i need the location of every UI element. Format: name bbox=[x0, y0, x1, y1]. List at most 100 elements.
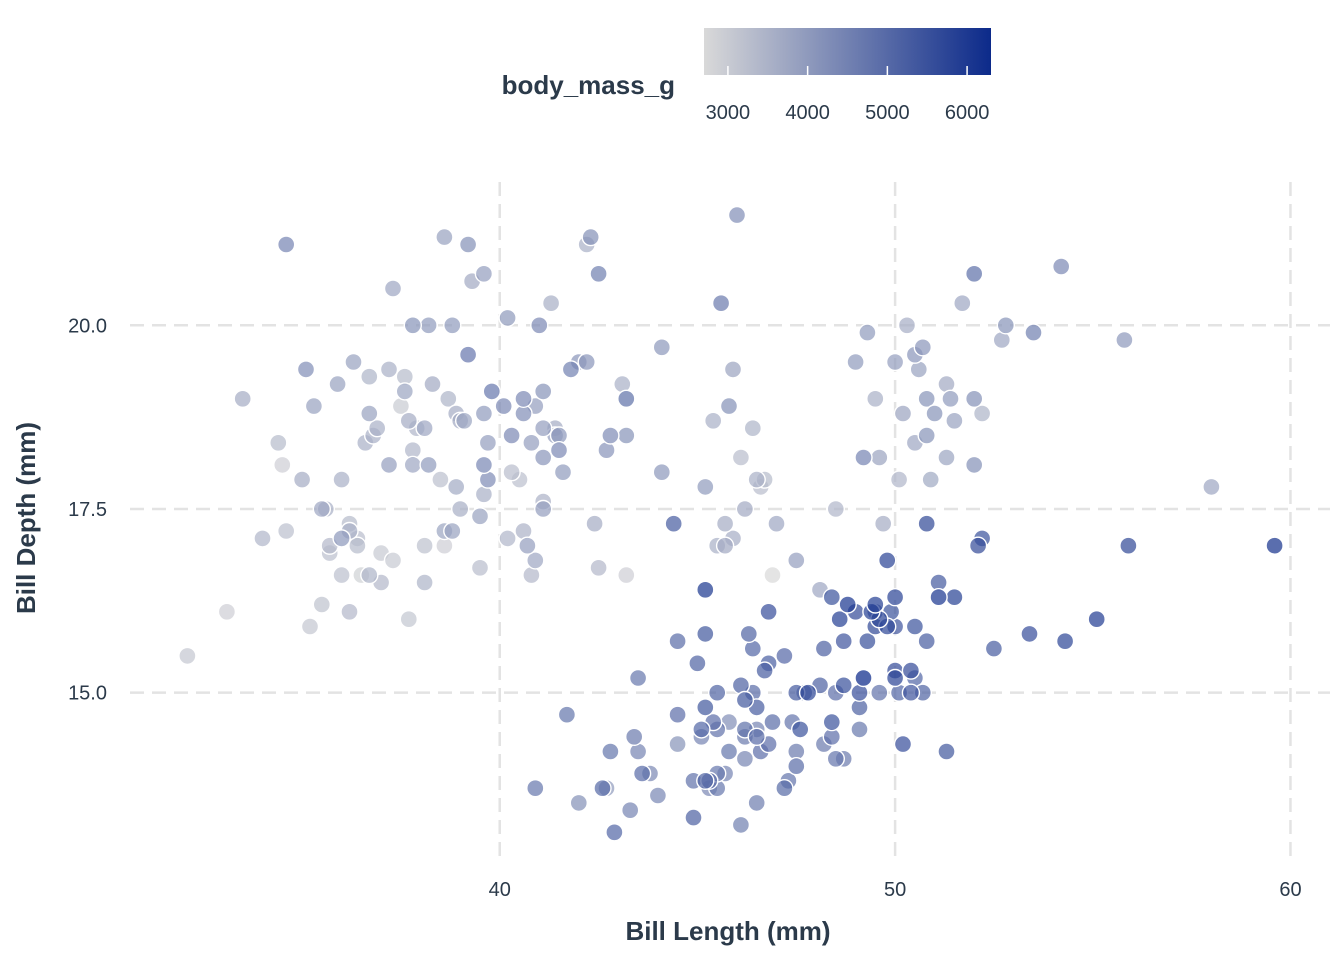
data-point bbox=[419, 316, 438, 335]
data-point bbox=[498, 308, 517, 328]
data-point bbox=[502, 463, 521, 482]
data-point bbox=[834, 676, 853, 695]
data-point bbox=[723, 360, 743, 379]
data-point bbox=[878, 551, 897, 570]
data-point bbox=[945, 588, 964, 607]
data-point bbox=[439, 389, 458, 408]
data-point bbox=[708, 683, 727, 702]
data-point bbox=[233, 389, 252, 408]
data-point bbox=[791, 720, 810, 739]
data-point bbox=[561, 360, 581, 379]
data-point bbox=[395, 382, 414, 401]
data-point bbox=[332, 470, 351, 489]
data-point bbox=[340, 602, 359, 621]
data-point bbox=[735, 499, 755, 519]
data-point bbox=[696, 771, 715, 790]
data-point bbox=[731, 448, 751, 467]
data-point bbox=[360, 565, 379, 585]
data-point bbox=[684, 808, 703, 827]
data-point bbox=[735, 690, 755, 710]
data-point bbox=[747, 793, 766, 813]
data-point bbox=[972, 404, 992, 423]
data-point bbox=[494, 396, 513, 416]
data-point bbox=[605, 823, 624, 842]
data-point bbox=[727, 205, 747, 225]
data-point bbox=[913, 338, 932, 357]
data-point bbox=[965, 389, 984, 408]
data-point bbox=[447, 477, 466, 497]
data-point bbox=[296, 360, 316, 379]
data-point bbox=[458, 235, 478, 254]
data-point bbox=[925, 404, 944, 423]
data-point bbox=[482, 382, 501, 401]
data-point bbox=[617, 389, 636, 408]
data-point bbox=[312, 499, 331, 519]
data-point bbox=[917, 389, 936, 408]
data-point bbox=[715, 514, 735, 533]
data-point bbox=[834, 632, 853, 651]
data-point bbox=[312, 595, 331, 614]
data-point bbox=[838, 595, 857, 614]
data-point bbox=[767, 514, 786, 533]
x-axis-title: Bill Length (mm) bbox=[625, 916, 830, 946]
data-point bbox=[451, 499, 470, 519]
data-point bbox=[502, 426, 521, 445]
data-point bbox=[403, 455, 422, 475]
data-point bbox=[415, 573, 434, 592]
data-point bbox=[431, 470, 450, 489]
data-point bbox=[617, 565, 636, 585]
data-point bbox=[984, 639, 1004, 658]
data-point bbox=[763, 565, 782, 585]
data-point bbox=[553, 463, 573, 482]
data-point bbox=[443, 521, 462, 541]
data-point bbox=[360, 367, 379, 386]
data-point bbox=[348, 536, 367, 555]
data-point bbox=[399, 610, 418, 629]
data-point bbox=[379, 360, 399, 379]
data-point bbox=[518, 536, 537, 555]
data-point bbox=[628, 668, 648, 688]
data-point bbox=[901, 683, 921, 702]
data-point bbox=[739, 624, 758, 644]
data-point bbox=[415, 419, 434, 438]
y-axis-title: Bill Depth (mm) bbox=[11, 422, 41, 614]
data-point bbox=[522, 433, 541, 452]
colorbar-tick-label: 4000 bbox=[785, 102, 830, 124]
data-point bbox=[719, 742, 739, 761]
data-point bbox=[953, 294, 972, 313]
data-point bbox=[652, 338, 671, 357]
data-point bbox=[526, 551, 545, 570]
data-point bbox=[787, 757, 806, 776]
data-point bbox=[747, 727, 766, 746]
data-point bbox=[735, 749, 755, 768]
data-point bbox=[921, 470, 940, 489]
x-tick-label: 40 bbox=[489, 879, 511, 901]
data-point bbox=[589, 558, 608, 577]
x-tick-label: 60 bbox=[1279, 879, 1301, 901]
data-point bbox=[897, 316, 917, 335]
data-point bbox=[711, 294, 731, 313]
data-point bbox=[968, 536, 988, 555]
colorbar bbox=[704, 28, 991, 75]
data-point bbox=[798, 683, 818, 702]
data-point bbox=[996, 316, 1015, 335]
data-point bbox=[1115, 330, 1134, 350]
data-point bbox=[775, 779, 794, 798]
data-point bbox=[593, 779, 612, 798]
data-point bbox=[632, 764, 652, 783]
data-point bbox=[850, 720, 869, 739]
data-point bbox=[826, 749, 845, 768]
data-point bbox=[178, 646, 197, 666]
data-point bbox=[530, 316, 549, 335]
data-point bbox=[534, 499, 553, 519]
data-point bbox=[419, 455, 438, 475]
data-point bbox=[885, 352, 905, 372]
data-point bbox=[621, 801, 640, 820]
data-point bbox=[589, 264, 608, 283]
x-axis-ticks: 40 50 60 bbox=[489, 879, 1302, 901]
data-point bbox=[696, 624, 715, 644]
data-point bbox=[273, 455, 292, 475]
data-point bbox=[470, 558, 490, 577]
data-point bbox=[731, 815, 751, 835]
data-point bbox=[668, 632, 687, 651]
